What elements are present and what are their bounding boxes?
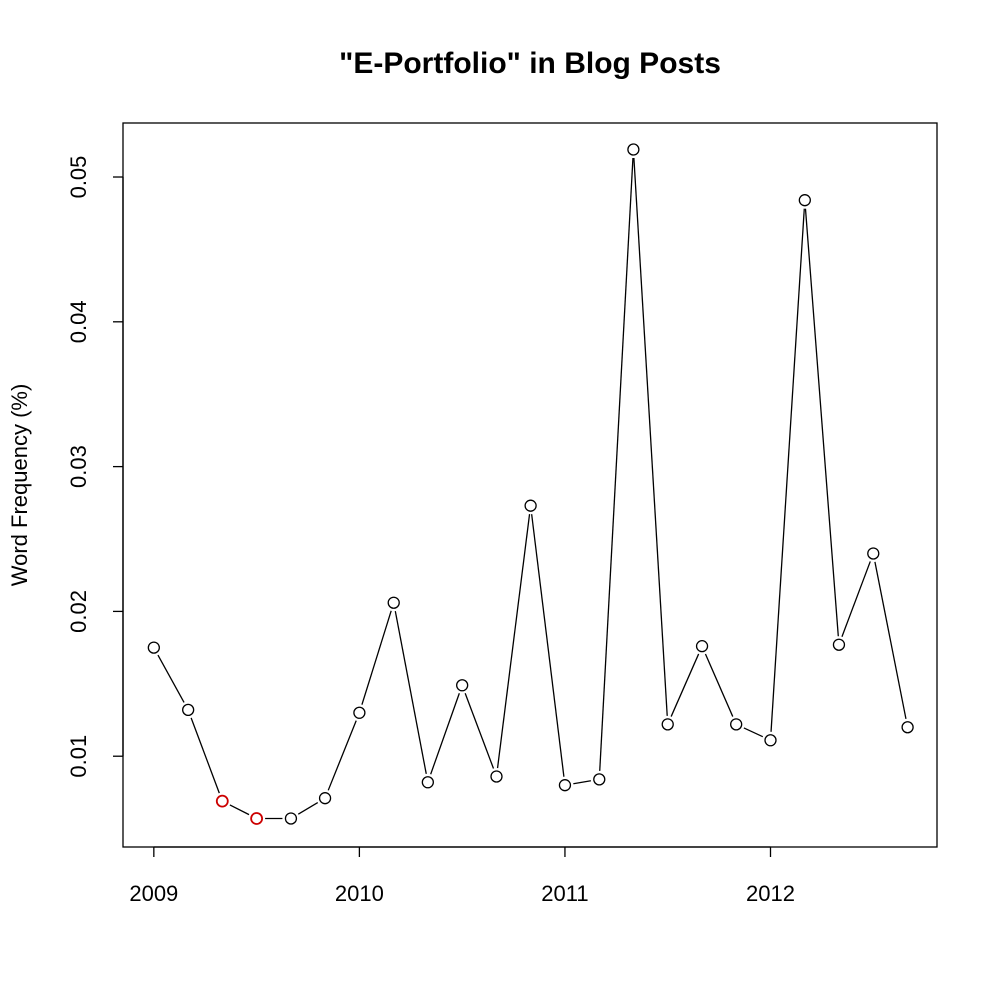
series-segment (361, 610, 392, 705)
series-segment (573, 780, 591, 785)
data-point (695, 640, 709, 653)
data-point (558, 779, 572, 792)
data-point (661, 718, 674, 731)
series-line (157, 157, 907, 820)
data-point (593, 773, 606, 786)
series-segment (670, 653, 700, 717)
data-point (730, 718, 743, 731)
series-segment (770, 208, 805, 732)
x-tick-label: 2012 (746, 881, 795, 906)
series-segment (430, 693, 460, 775)
y-axis-label: Word Frequency (%) (7, 384, 32, 587)
data-point (387, 596, 400, 609)
series-segment (157, 654, 185, 703)
series-segment (599, 157, 634, 771)
series-segment (841, 561, 871, 637)
x-tick-label: 2009 (129, 881, 178, 906)
data-point (182, 703, 195, 717)
y-axis: 0.01 0.02 0.03 0.04 0.05 (66, 156, 124, 778)
y-tick-label: 0.01 (66, 735, 91, 778)
y-tick-label: 0.02 (66, 590, 91, 633)
series-segment (229, 804, 250, 816)
highlighted-data-point (215, 794, 229, 808)
series-segment (190, 717, 220, 794)
series-segment (743, 727, 764, 738)
plot-frame (122, 122, 938, 848)
data-point (798, 194, 811, 207)
x-tick-label: 2011 (541, 881, 588, 906)
y-tick-label: 0.05 (66, 156, 91, 199)
data-point (764, 734, 777, 747)
y-tick-label: 0.04 (66, 300, 91, 343)
series-segment (804, 208, 839, 637)
highlighted-data-point (250, 812, 264, 825)
data-point (901, 721, 914, 734)
x-tick-label: 2010 (335, 881, 384, 906)
series-segment (394, 610, 427, 775)
y-tick-label: 0.03 (66, 445, 91, 488)
data-point (353, 706, 366, 719)
data-point (284, 812, 298, 825)
data-point (490, 770, 503, 783)
data-point (867, 547, 880, 560)
data-point (147, 641, 160, 654)
data-point (627, 143, 640, 156)
data-point (318, 792, 332, 805)
series-segment (327, 720, 357, 791)
series-segment (496, 514, 531, 769)
chart-title: "E-Portfolio" in Blog Posts (339, 47, 721, 80)
series-markers (147, 143, 914, 825)
series-segment (464, 692, 495, 769)
data-point (456, 679, 469, 692)
data-point (832, 638, 846, 651)
series-segment (874, 561, 907, 720)
data-point (524, 499, 537, 512)
series-segment (531, 514, 565, 777)
series-segment (704, 653, 734, 717)
x-axis: 2009 2010 2011 2012 (129, 846, 795, 906)
data-point (421, 776, 434, 789)
series-segment (297, 801, 319, 815)
series-segment (633, 157, 668, 716)
